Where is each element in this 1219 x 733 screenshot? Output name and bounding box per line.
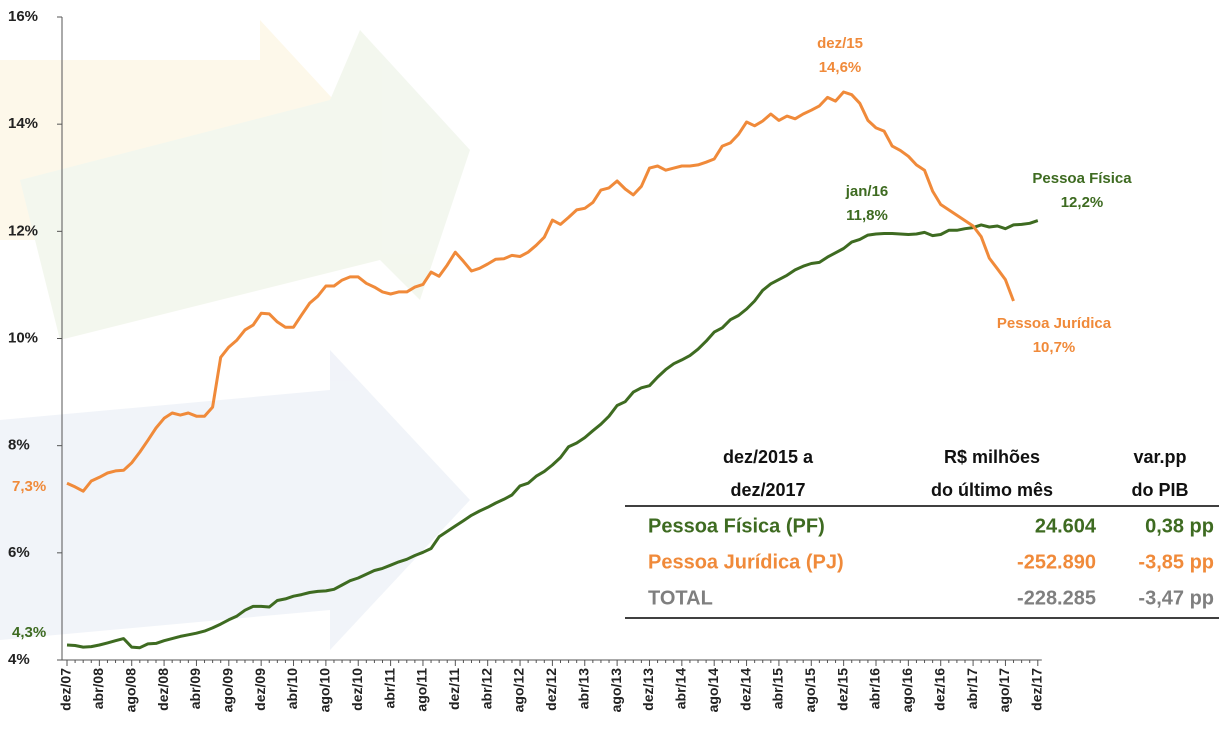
chart: 4% 6% 8% 10% 12% 14% 16% dez/07 abr/08 ago/08 dez/… [0, 0, 1219, 733]
table-header: dez/2017 [730, 480, 805, 500]
y-tick-label: 8% [8, 437, 30, 454]
x-tick-label: dez/13 [640, 668, 656, 711]
y-tick-label: 4% [8, 651, 30, 668]
value-label: 4,3% [12, 624, 46, 641]
background-arrows [0, 20, 470, 650]
table-header: do PIB [1132, 480, 1189, 500]
value-label: 10,7% [1033, 339, 1076, 356]
table-header: do último mês [931, 480, 1053, 500]
x-tick-label: abr/12 [478, 668, 494, 709]
x-tick-label: abr/11 [381, 668, 397, 709]
value-label: 7,3% [12, 478, 46, 495]
table-header: R$ milhões [944, 447, 1040, 467]
y-tick-label: 14% [8, 115, 38, 132]
annotation: dez/15 [817, 35, 863, 52]
value-label: 14,6% [819, 59, 862, 76]
x-tick-label: ago/09 [220, 668, 236, 713]
y-tick-label: 10% [8, 329, 38, 346]
x-tick-label: abr/15 [770, 668, 786, 709]
x-tick-label: ago/14 [705, 668, 721, 713]
value-label: 11,8% [846, 207, 888, 224]
x-tick-label: ago/17 [996, 668, 1012, 713]
x-tick-label: ago/10 [317, 668, 333, 713]
table-cell: -3,47 pp [1138, 587, 1214, 609]
y-tick-label: 6% [8, 544, 30, 561]
y-tick-label: 12% [8, 222, 38, 239]
annotation: jan/16 [845, 183, 889, 200]
x-tick-label: abr/10 [284, 668, 300, 709]
page: {"chart_data": { "type": "line", "catego… [0, 0, 1219, 733]
table-cell: TOTAL [648, 587, 713, 609]
x-tick-label: abr/13 [575, 668, 591, 709]
x-tick-label: ago/15 [802, 668, 818, 713]
x-tick-label: ago/08 [122, 668, 138, 713]
series-name: Pessoa Física [1032, 170, 1132, 187]
x-tick-label: ago/13 [608, 668, 624, 713]
table-cell: -252.890 [1017, 551, 1096, 573]
y-tick-label: 16% [8, 8, 38, 25]
x-tick-label: dez/10 [349, 668, 365, 711]
table-header: var.pp [1133, 447, 1186, 467]
table-cell: Pessoa Física (PF) [648, 515, 825, 537]
x-tick-label: dez/17 [1029, 668, 1045, 711]
series-name: Pessoa Jurídica [997, 315, 1112, 332]
summary-table: dez/2015 a dez/2017 R$ milhões do último mê… [625, 437, 1219, 619]
x-tick-label: dez/16 [931, 668, 947, 711]
x-tick-label: abr/17 [964, 668, 980, 709]
x-tick-label: dez/11 [446, 668, 462, 710]
table-cell: 24.604 [1035, 515, 1097, 537]
table-cell: -3,85 pp [1138, 551, 1214, 573]
value-label: 12,2% [1061, 194, 1104, 211]
table-header: dez/2015 a [723, 447, 814, 467]
table-cell: Pessoa Jurídica (PJ) [648, 551, 844, 573]
x-tick-label: dez/14 [737, 668, 753, 711]
table-cell: -228.285 [1017, 587, 1096, 609]
x-tick-label: ago/11 [414, 668, 430, 712]
x-tick-label: abr/16 [867, 668, 883, 709]
x-tick-label: dez/12 [543, 668, 559, 711]
x-tick-label: dez/15 [834, 668, 850, 711]
x-tick-label: abr/14 [673, 668, 689, 709]
x-tick-label: ago/16 [899, 668, 915, 713]
x-tick-label: dez/09 [252, 668, 268, 711]
x-tick-label: dez/07 [58, 668, 74, 711]
table-cell: 0,38 pp [1145, 515, 1214, 537]
x-tick-label: ago/12 [511, 668, 527, 713]
x-tick-label: dez/08 [155, 668, 171, 711]
x-tick-label: abr/08 [90, 668, 106, 709]
x-tick-label: abr/09 [187, 668, 203, 709]
